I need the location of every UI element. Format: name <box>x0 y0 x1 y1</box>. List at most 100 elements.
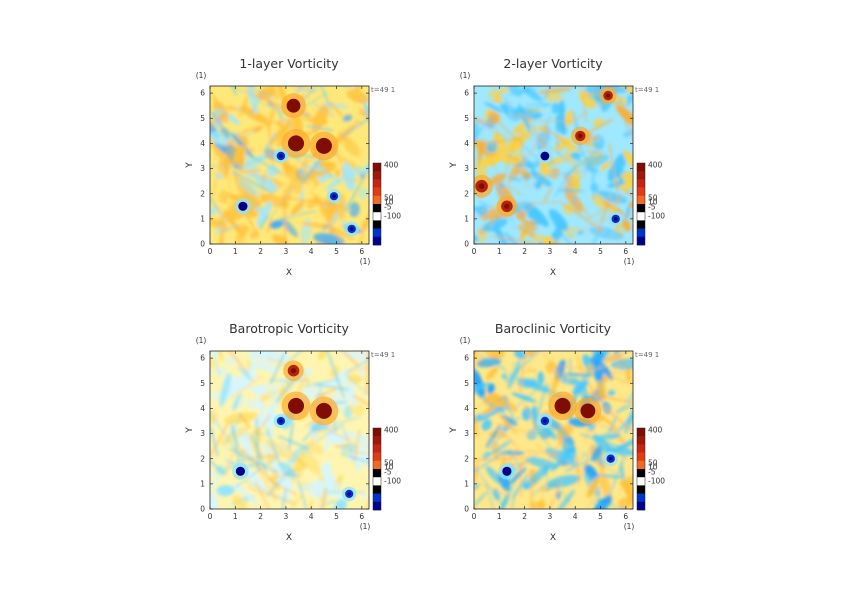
colorbar-segment <box>637 220 645 229</box>
x-tick-label: 2 <box>258 247 263 256</box>
colorbar-segment <box>373 452 381 462</box>
colorbar-label: -5 <box>384 203 392 212</box>
x-axis-label: X <box>550 533 556 543</box>
y-tick-label: 0 <box>464 505 469 514</box>
colorbar-segment <box>373 477 381 486</box>
x-tick-label: 6 <box>359 247 364 256</box>
y-unit-label: (1) <box>196 336 207 345</box>
y-tick-label: 5 <box>464 379 469 388</box>
x-unit-label: (1) <box>624 257 635 266</box>
colorbar-segment <box>637 204 645 213</box>
y-tick-label: 3 <box>200 164 205 173</box>
vortex-positive <box>574 397 602 425</box>
x-tick-label: 2 <box>522 512 527 521</box>
x-tick-label: 5 <box>598 512 603 521</box>
vortex-negative <box>341 486 357 502</box>
panel-title: 1-layer Vorticity <box>239 56 339 71</box>
y-axis-label: Y <box>185 427 195 434</box>
colorbar-label: 50 <box>384 193 394 202</box>
y-tick-label: 1 <box>464 480 469 489</box>
colorbar-frame <box>636 162 646 246</box>
y-tick-label: 1 <box>200 480 205 489</box>
colorbar-label: -100 <box>648 477 665 486</box>
colorbar-label: 50 <box>648 193 658 202</box>
colorbar-label: -100 <box>384 477 401 486</box>
colorbar-segment <box>637 469 645 478</box>
colorbar-segment <box>373 436 381 445</box>
y-axis-label: Y <box>185 162 195 169</box>
vortex-negative <box>498 463 516 480</box>
vortex-positive <box>281 93 306 119</box>
y-tick-label: 2 <box>464 454 469 463</box>
vortex-positive <box>599 86 617 105</box>
time-label: t=49 1 <box>371 351 395 359</box>
vortex-positive <box>281 391 311 421</box>
vorticity-field <box>474 86 633 244</box>
y-tick-label: 6 <box>464 89 469 98</box>
y-tick-label: 6 <box>200 354 205 363</box>
colorbar-segment <box>373 485 381 494</box>
colorbar-segment <box>637 428 645 437</box>
time-label: t=49 1 <box>371 86 395 94</box>
colorbar-segment <box>637 228 645 238</box>
vortex-negative <box>537 148 553 164</box>
colorbar-segment <box>637 477 645 486</box>
vortex-positive <box>309 131 339 161</box>
vorticity-field <box>210 351 369 509</box>
colorbar-segment <box>637 179 645 188</box>
x-tick-label: 5 <box>334 247 339 256</box>
x-tick-label: 0 <box>472 247 477 256</box>
colorbar-segment <box>373 493 381 503</box>
y-tick-label: 6 <box>464 354 469 363</box>
vortex-negative <box>537 413 553 429</box>
colorbar-segment <box>373 163 381 172</box>
colorbar-segment <box>637 163 645 172</box>
x-tick-label: 1 <box>233 247 238 256</box>
colorbar-segment <box>637 171 645 180</box>
y-tick-label: 3 <box>200 429 205 438</box>
colorbar-segment <box>637 436 645 445</box>
colorbar-segment <box>373 212 381 221</box>
colorbar-label: 10 <box>648 463 658 472</box>
x-tick-label: 5 <box>598 247 603 256</box>
y-tick-label: 5 <box>464 114 469 123</box>
vortex-negative <box>326 188 342 204</box>
turbulence-texture <box>210 86 369 244</box>
x-axis-label: X <box>286 533 292 543</box>
y-unit-label: (1) <box>460 336 471 345</box>
x-tick-label: 6 <box>623 247 628 256</box>
colorbar-segment <box>373 187 381 197</box>
vortex-positive <box>281 129 311 158</box>
x-axis-label: X <box>286 268 292 278</box>
colorbar-segment <box>637 501 645 511</box>
y-tick-label: 3 <box>464 164 469 173</box>
y-tick-label: 5 <box>200 114 205 123</box>
x-tick-label: 2 <box>522 247 527 256</box>
vortex-negative <box>603 451 619 467</box>
x-tick-label: 4 <box>309 247 314 256</box>
x-tick-label: 3 <box>548 512 553 521</box>
x-axis-label: X <box>550 268 556 278</box>
colorbar-label: -5 <box>648 203 656 212</box>
y-tick-label: 4 <box>200 139 205 148</box>
x-tick-label: 0 <box>208 247 213 256</box>
plot-frame <box>209 350 370 510</box>
plot-frame <box>209 85 370 245</box>
vortex-negative <box>273 413 289 429</box>
x-unit-label: (1) <box>360 522 371 531</box>
vortex-positive <box>474 174 493 198</box>
plot-frame <box>473 85 634 245</box>
y-axis-label: Y <box>449 427 459 434</box>
y-axis-label: Y <box>449 162 459 169</box>
x-tick-label: 6 <box>623 512 628 521</box>
x-unit-label: (1) <box>624 522 635 531</box>
x-tick-label: 4 <box>309 512 314 521</box>
vortex-negative <box>344 221 360 237</box>
y-tick-label: 0 <box>464 240 469 249</box>
panel-barotropic: Barotropic Vorticity (1) (1) t=49 1 X Y … <box>185 321 401 543</box>
colorbar-label: 50 <box>648 458 658 467</box>
panel-baroclinic: Baroclinic Vorticity (1) (1) t=49 1 X Y … <box>449 321 665 543</box>
